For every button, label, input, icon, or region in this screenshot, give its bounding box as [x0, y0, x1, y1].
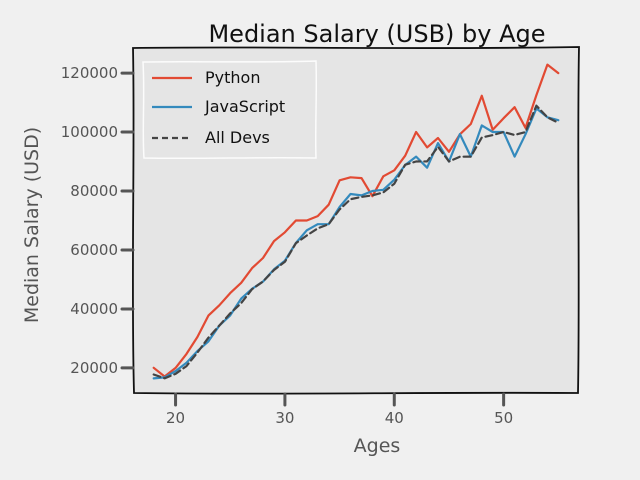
x-tick-label: 50: [494, 409, 513, 427]
y-tick-label: 80000: [70, 182, 118, 200]
x-tick-label: 20: [166, 409, 185, 427]
y-tick-label: 40000: [70, 300, 118, 318]
ticks-layer: 20000 40000 60000 80000 100000 120000 20 30 40 50: [61, 64, 513, 427]
series-line-python: [152, 63, 560, 378]
y-tick-label: 100000: [61, 123, 118, 141]
series-line-all-devs: [152, 104, 560, 380]
chart-title: Median Salary (USB) by Age: [208, 20, 545, 48]
legend: Python JavaScript All Devs: [142, 60, 318, 160]
y-axis-label: Median Salary (USD): [21, 127, 43, 323]
x-tick-label: 30: [275, 409, 294, 427]
legend-label-javascript: JavaScript: [204, 97, 285, 116]
x-axis-label: Ages: [354, 435, 401, 457]
legend-label-python: Python: [205, 68, 260, 87]
y-tick-label: 20000: [70, 359, 118, 377]
legend-label-all-devs: All Devs: [205, 128, 270, 147]
y-tick-label: 60000: [70, 241, 118, 259]
series-layer: [152, 63, 560, 380]
legend-box: [142, 60, 318, 160]
x-tick-label: 40: [385, 409, 404, 427]
y-tick-label: 120000: [61, 64, 118, 82]
